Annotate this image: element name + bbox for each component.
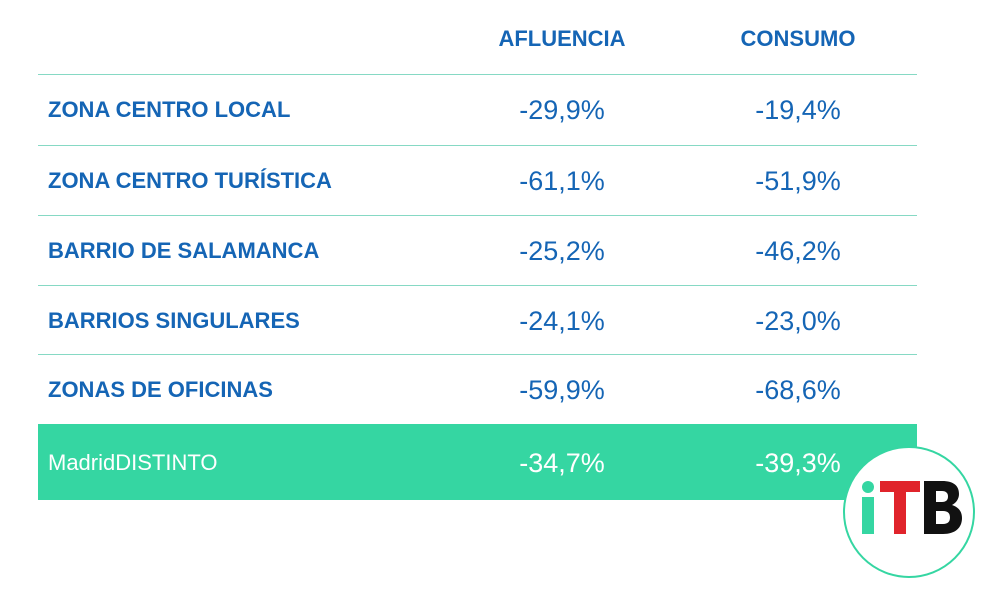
row-label: BARRIOS SINGULARES xyxy=(48,308,300,333)
table-row: BARRIOS SINGULARES -24,1% -23,0% xyxy=(38,285,917,355)
row-label: BARRIO DE SALAMANCA xyxy=(48,238,320,263)
itb-logo-icon xyxy=(843,446,975,578)
total-afluencia-value: -34,7% xyxy=(519,448,605,478)
table-row: BARRIO DE SALAMANCA -25,2% -46,2% xyxy=(38,215,917,285)
logo-t-stem xyxy=(894,481,906,534)
consumo-value: -23,0% xyxy=(755,306,841,336)
column-header-consumo: CONSUMO xyxy=(740,26,856,51)
afluencia-value: -29,9% xyxy=(519,95,605,125)
consumo-value: -51,9% xyxy=(755,166,841,196)
logo-i-dot xyxy=(862,481,874,493)
total-consumo-value: -39,3% xyxy=(755,448,841,478)
logo-i-stem xyxy=(862,497,874,534)
afluencia-value: -59,9% xyxy=(519,375,605,405)
afluencia-value: -24,1% xyxy=(519,306,605,336)
consumo-value: -46,2% xyxy=(755,236,841,266)
table-row: ZONA CENTRO TURÍSTICA -61,1% -51,9% xyxy=(38,145,917,215)
row-label: ZONA CENTRO LOCAL xyxy=(48,97,291,122)
consumo-value: -19,4% xyxy=(755,95,841,125)
table-row: ZONA CENTRO LOCAL -29,9% -19,4% xyxy=(38,74,917,144)
total-label: MadridDISTINTO xyxy=(48,450,218,475)
afluencia-value: -25,2% xyxy=(519,236,605,266)
afluencia-value: -61,1% xyxy=(519,166,605,196)
column-header-afluencia: AFLUENCIA xyxy=(498,26,626,51)
row-label: ZONAS DE OFICINAS xyxy=(48,377,273,402)
row-label: ZONA CENTRO TURÍSTICA xyxy=(48,168,332,193)
table-row: ZONAS DE OFICINAS -59,9% -68,6% xyxy=(38,354,917,424)
itb-logo-graphic xyxy=(862,481,962,534)
logo-b xyxy=(924,481,962,534)
consumo-value: -68,6% xyxy=(755,375,841,405)
total-row: MadridDISTINTO -34,7% -39,3% xyxy=(38,424,917,500)
